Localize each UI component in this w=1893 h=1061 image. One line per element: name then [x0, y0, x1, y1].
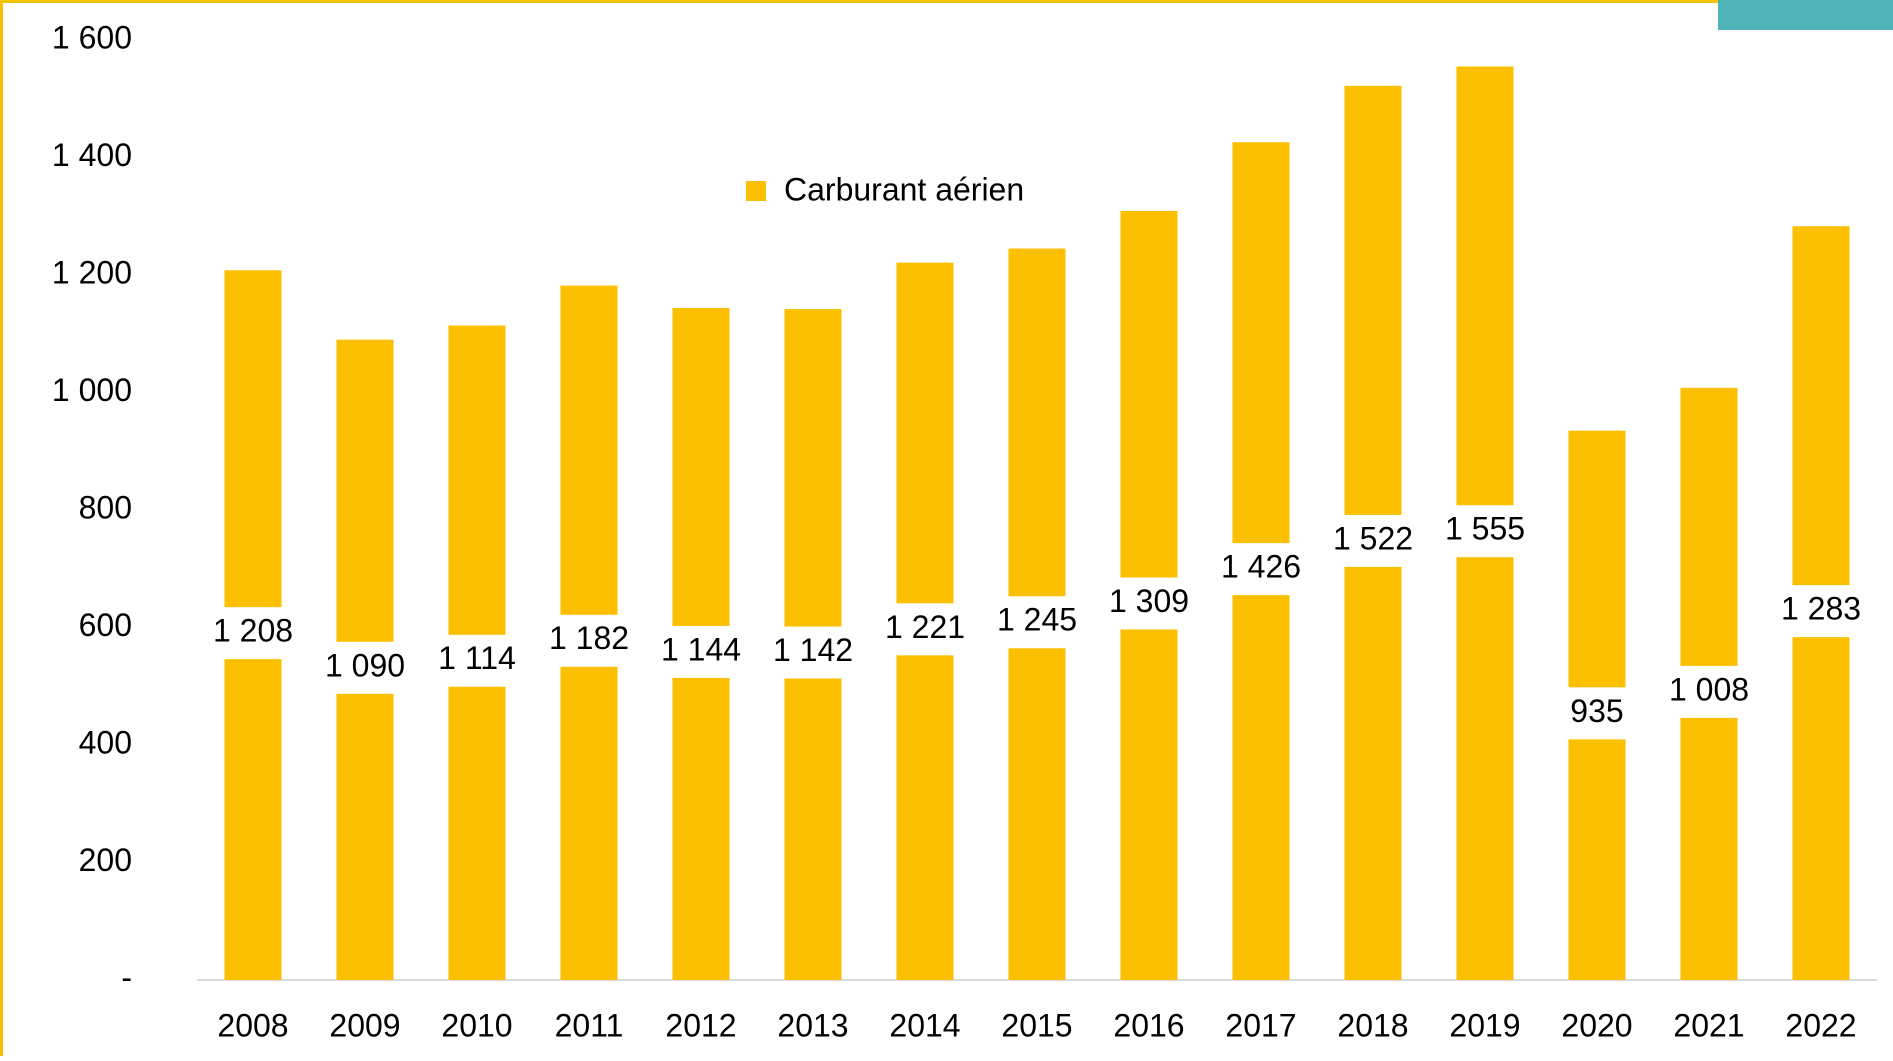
- y-tick-label: 1 600: [52, 19, 132, 55]
- y-tick-label: 1 000: [52, 372, 132, 408]
- x-tick-label: 2011: [555, 1007, 624, 1043]
- x-tick-label: 2021: [1673, 1007, 1744, 1043]
- x-tick-label: 2014: [889, 1007, 960, 1043]
- x-tick-label: 2012: [665, 1007, 736, 1043]
- data-label: 935: [1570, 693, 1623, 729]
- data-label: 1 555: [1445, 511, 1525, 547]
- x-tick-label: 2008: [217, 1007, 288, 1043]
- corner-decoration: [1718, 0, 1893, 30]
- data-label: 1 182: [549, 620, 629, 656]
- x-tick-label: 2015: [1001, 1007, 1072, 1043]
- y-tick-label: 600: [79, 607, 132, 643]
- y-tick-label: 200: [79, 842, 132, 878]
- x-tick-label: 2018: [1337, 1007, 1408, 1043]
- data-label: 1 283: [1781, 591, 1861, 627]
- data-label: 1 221: [885, 609, 965, 645]
- y-tick-label: 1 200: [52, 254, 132, 290]
- data-label: 1 090: [325, 647, 405, 683]
- y-tick-label: 800: [79, 489, 132, 525]
- chart: - 200 400 600 800 1 000 1 200 1 400 1 600 Carbura…: [0, 0, 1893, 1056]
- y-tick-label: 1 400: [52, 137, 132, 173]
- data-label: 1 309: [1109, 583, 1189, 619]
- legend-swatch: [746, 181, 766, 201]
- y-tick-label: -: [121, 959, 132, 995]
- data-label: 1 426: [1221, 549, 1301, 585]
- x-tick-label: 2013: [777, 1007, 848, 1043]
- data-label: 1 245: [997, 602, 1077, 638]
- x-tick-label: 2010: [441, 1007, 512, 1043]
- x-tick-label: 2017: [1225, 1007, 1296, 1043]
- x-tick-label: 2009: [329, 1007, 400, 1043]
- y-tick-label: 400: [79, 724, 132, 760]
- x-tick-label: 2020: [1561, 1007, 1632, 1043]
- x-tick-label: 2022: [1785, 1007, 1856, 1043]
- data-label: 1 208: [213, 613, 293, 649]
- data-label: 1 144: [661, 631, 741, 667]
- data-label: 1 522: [1333, 520, 1413, 556]
- data-label: 1 114: [438, 640, 516, 676]
- x-tick-label: 2019: [1449, 1007, 1520, 1043]
- data-label: 1 142: [773, 632, 853, 668]
- data-label: 1 008: [1669, 671, 1749, 707]
- x-tick-label: 2016: [1113, 1007, 1184, 1043]
- legend-label: Carburant aérien: [784, 171, 1024, 207]
